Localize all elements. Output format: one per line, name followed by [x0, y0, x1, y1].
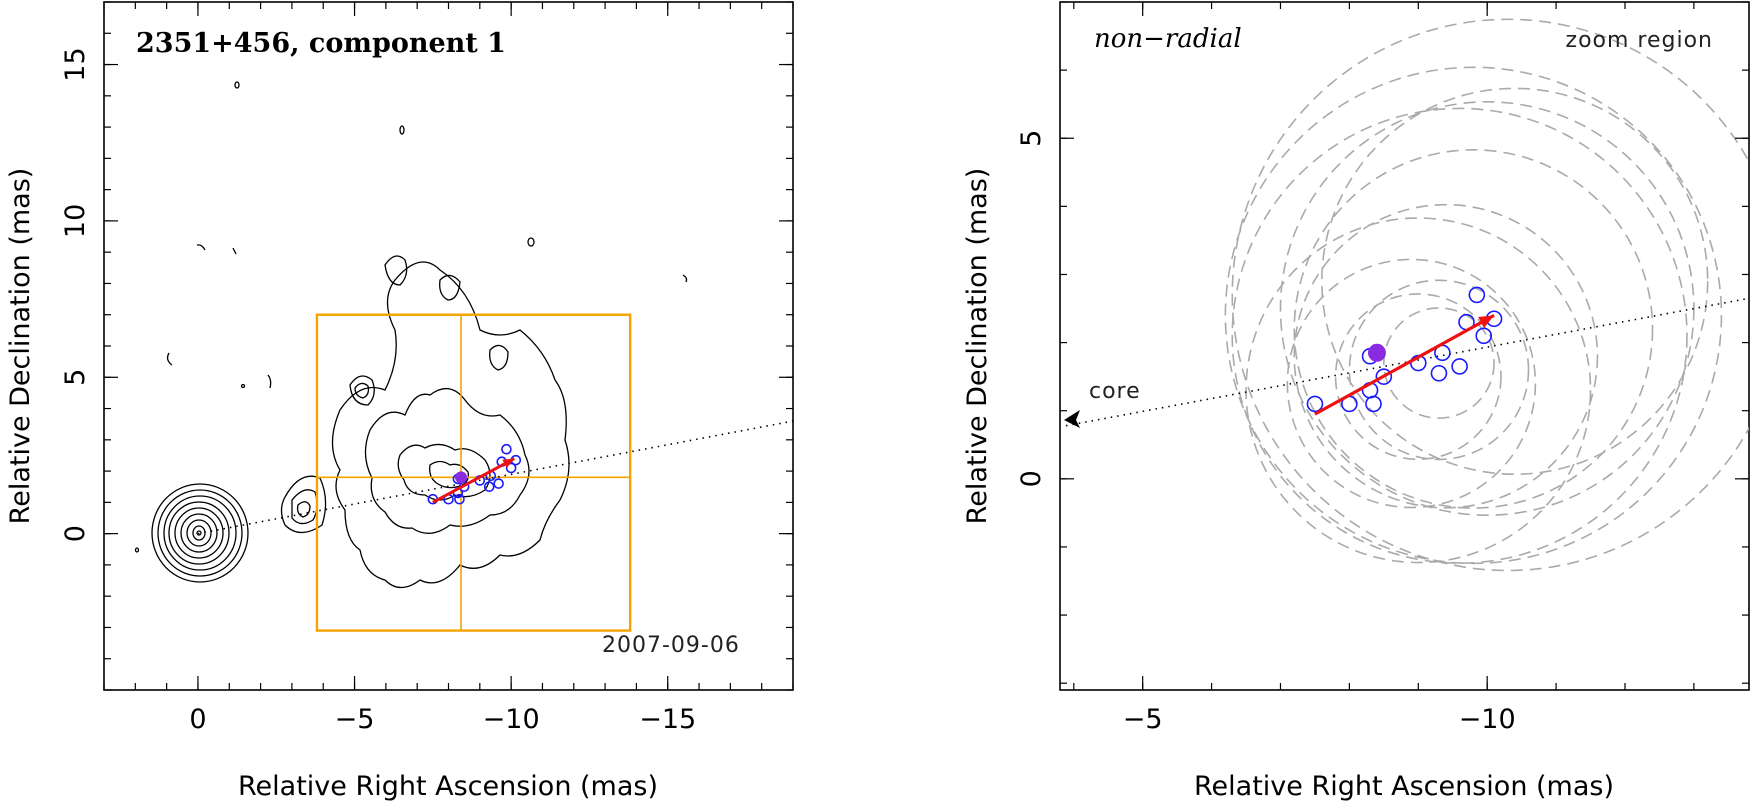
- arrow-head: [502, 458, 515, 468]
- arrow-shaft: [1314, 313, 1495, 416]
- axis-ticks-left: [103, 1, 794, 691]
- uncertainty-circle: [1245, 217, 1592, 564]
- uncertainty-circle: [1348, 279, 1530, 461]
- zoom-region-box: [315, 313, 632, 632]
- uncertainty-circles: [1224, 18, 1749, 572]
- uncertainty-circle: [1286, 258, 1537, 509]
- position-marker: [1475, 327, 1493, 345]
- y-tick-label: 0: [60, 525, 91, 542]
- x-tick-label: −15: [639, 704, 696, 735]
- motion-arrow-left: [432, 457, 515, 504]
- y-axis-label-left: Relative Declination (mas): [5, 168, 36, 525]
- trajectory-line-right: [1065, 297, 1750, 427]
- panel-title: 2351+456, component 1: [136, 28, 506, 59]
- position-marker: [505, 462, 517, 474]
- position-marker: [1365, 395, 1382, 413]
- uncertainty-circle: [1279, 101, 1695, 517]
- x-tick-label: −10: [1459, 704, 1516, 735]
- uncertainty-circle: [1383, 307, 1495, 419]
- y-axis-label-right: Relative Declination (mas): [962, 168, 993, 525]
- arrow-shaft: [432, 457, 515, 504]
- y-tick-label: 10: [60, 204, 91, 238]
- uncertainty-circle: [1224, 66, 1723, 565]
- motion-arrow-right: [1314, 313, 1495, 416]
- uncertainty-circle: [1231, 107, 1688, 564]
- core-label: core: [1089, 379, 1141, 404]
- tick-labels-left: 0 −5 −10 −15 0 5 10 15: [60, 47, 696, 735]
- position-marker-filled: [1367, 343, 1386, 362]
- x-tick-label: −5: [335, 704, 375, 735]
- zoom-region-label: zoom region: [1566, 28, 1713, 53]
- position-marker: [454, 493, 465, 505]
- tick-labels-right: −5 −10 0 5: [1016, 130, 1516, 735]
- contour-map: [134, 81, 688, 589]
- uncertainty-circle: [1293, 149, 1654, 509]
- arrow-head: [1478, 315, 1495, 328]
- x-tick-label: 0: [189, 704, 206, 735]
- y-tick-label: 0: [1016, 470, 1047, 487]
- position-marker: [493, 478, 504, 489]
- position-marker-filled: [455, 471, 468, 484]
- method-label: non−radial: [1094, 24, 1242, 54]
- zoom-box-outline: [315, 313, 632, 632]
- uncertainty-circle: [1293, 203, 1599, 509]
- position-marker: [1451, 358, 1468, 375]
- epoch-label: 2007-09-06: [602, 633, 740, 658]
- y-tick-label: 5: [60, 369, 91, 386]
- position-marker: [1430, 364, 1448, 382]
- position-marker: [501, 443, 512, 455]
- uncertainty-circle: [1334, 293, 1502, 461]
- core-direction-arrowhead: [1064, 410, 1080, 428]
- x-tick-label: −5: [1123, 704, 1163, 735]
- y-tick-label: 5: [1016, 130, 1047, 147]
- y-tick-label: 15: [60, 47, 91, 81]
- x-axis-label-left: Relative Right Ascension (mas): [238, 771, 658, 802]
- axis-ticks-right: [1060, 1, 1749, 690]
- uncertainty-circle: [1321, 87, 1709, 476]
- plot-frame-right: [1059, 1, 1750, 691]
- position-marker: [1306, 395, 1324, 413]
- panel-map: 0 −5 −10 −15 0 5 10 15: [5, 1, 794, 802]
- x-tick-label: −10: [483, 704, 540, 735]
- x-axis-label-right: Relative Right Ascension (mas): [1194, 771, 1614, 802]
- position-marker: [483, 481, 495, 493]
- component-positions-right: [1306, 286, 1503, 413]
- position-marker: [1468, 286, 1486, 304]
- plot-frame-left: [103, 1, 794, 691]
- uncertainty-circle: [1231, 18, 1749, 572]
- position-marker: [1375, 368, 1393, 385]
- panel-zoom: −5 −10 0 5 non−radial zoom region core Rela…: [962, 1, 1750, 802]
